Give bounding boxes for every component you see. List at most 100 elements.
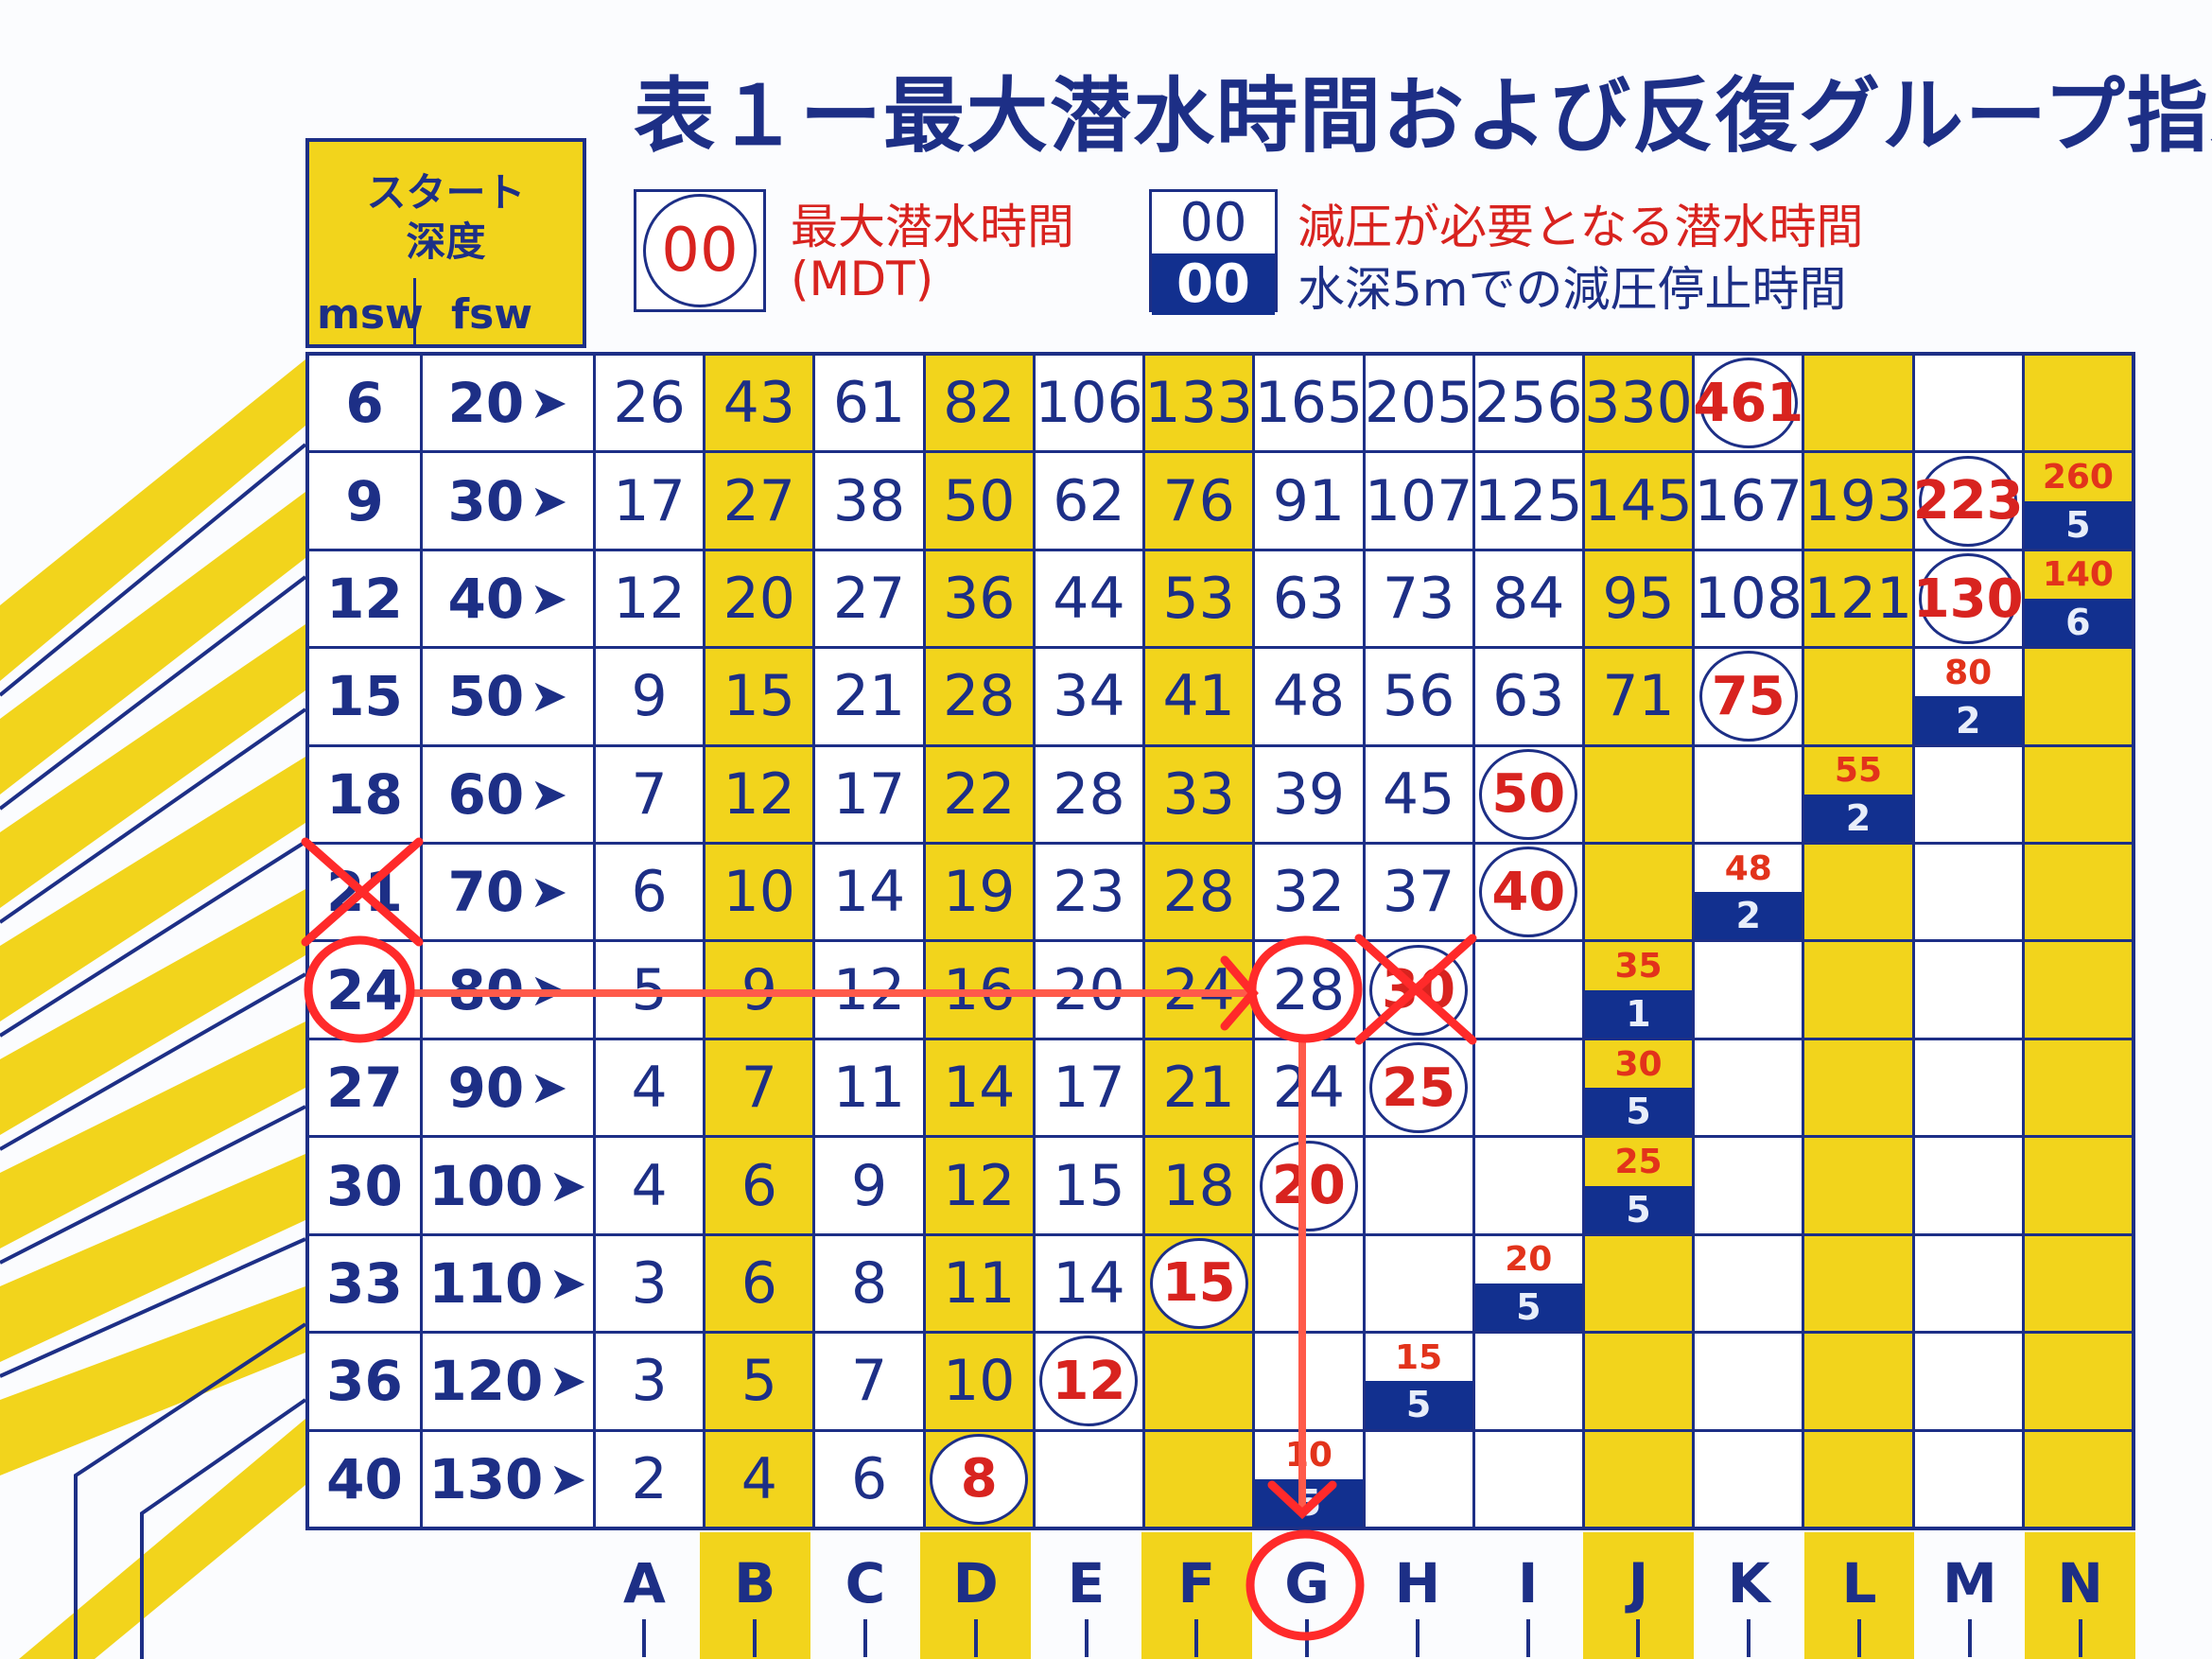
mdt-cell: 75 xyxy=(1695,649,1803,744)
header-label-start: スタート xyxy=(366,169,526,216)
dive-time-cell: 20 xyxy=(1035,942,1143,1038)
dive-time-cell: 28 xyxy=(1145,845,1253,940)
deco-time: 260 xyxy=(2042,458,2114,498)
dive-time-cell: 73 xyxy=(1365,550,1472,647)
depth-fsw-value: 40 xyxy=(447,567,525,632)
depth-msw: 21 xyxy=(309,845,420,940)
deco-stop-minutes: 5 xyxy=(1365,1381,1472,1429)
dive-time-cell: 37 xyxy=(1365,845,1472,940)
dive-time-cell: 21 xyxy=(1145,1039,1253,1136)
decorative-stripes xyxy=(0,359,307,1659)
empty-cell xyxy=(1914,1235,2022,1332)
depth-fsw: 130 ➤ xyxy=(423,1431,593,1527)
empty-cell xyxy=(2024,649,2132,744)
dive-time-cell: 19 xyxy=(925,845,1033,940)
deco-stop-minutes: 5 xyxy=(2024,500,2132,549)
dive-time-cell: 2 xyxy=(596,1431,704,1527)
depth-fsw: 100 ➤ xyxy=(423,1138,593,1233)
group-letter-j: J xyxy=(1583,1532,1694,1659)
dive-time-cell: 107 xyxy=(1365,453,1472,549)
empty-cell xyxy=(1914,356,2022,451)
empty-cell xyxy=(1804,942,1912,1038)
empty-cell xyxy=(1145,1431,1253,1527)
deco-time: 55 xyxy=(1834,751,1882,791)
mdt-value: 223 xyxy=(1915,455,2022,547)
group-tick xyxy=(1857,1619,1862,1657)
empty-cell xyxy=(1914,845,2022,940)
empty-cell xyxy=(1914,1334,2022,1429)
group-letter-n: N xyxy=(2025,1532,2135,1659)
dive-time-cell: 23 xyxy=(1035,845,1143,940)
empty-cell xyxy=(1695,746,1803,843)
dive-time-cell: 33 xyxy=(1145,746,1253,843)
group-letter-l: L xyxy=(1803,1532,1915,1659)
group-tick xyxy=(1194,1619,1199,1657)
dive-time-cell: 76 xyxy=(1145,453,1253,549)
depth-fsw-value: 130 xyxy=(428,1446,544,1511)
dive-time-cell: 17 xyxy=(815,746,923,843)
empty-cell xyxy=(1584,1334,1693,1429)
group-letter-label: E xyxy=(1067,1551,1106,1615)
depth-fsw: 80 ➤ xyxy=(423,942,593,1038)
mdt-value: 461 xyxy=(1695,358,1802,449)
empty-cell xyxy=(1365,1235,1472,1332)
dive-time-cell: 10 xyxy=(925,1334,1033,1429)
depth-fsw: 50 ➤ xyxy=(423,649,593,744)
arrow-right-icon: ➤ xyxy=(549,1452,587,1506)
dive-table-grid: 6 20 ➤ 26 43 61 82 106 133 165 205 256 330 461 9 30 ➤ 17 2… xyxy=(305,352,2135,1530)
empty-cell xyxy=(1804,845,1912,940)
arrow-right-icon: ➤ xyxy=(530,670,568,724)
depth-fsw: 40 ➤ xyxy=(423,550,593,647)
dive-time-cell: 14 xyxy=(925,1039,1033,1136)
dive-time-cell: 28 xyxy=(1255,942,1363,1038)
mdt-cell: 20 xyxy=(1255,1138,1363,1233)
depth-fsw: 20 ➤ xyxy=(423,356,593,451)
header-label-depth: 深度 xyxy=(406,218,486,265)
empty-cell xyxy=(1365,1138,1472,1233)
arrow-right-icon: ➤ xyxy=(530,865,568,919)
group-tick xyxy=(1415,1619,1420,1657)
dive-time-cell: 7 xyxy=(596,746,704,843)
empty-cell xyxy=(1035,1431,1143,1527)
arrow-right-icon: ➤ xyxy=(530,376,568,430)
deco-cell: 30 5 xyxy=(1584,1039,1693,1136)
depth-fsw-value: 20 xyxy=(447,371,525,436)
group-letter-label: B xyxy=(734,1551,776,1615)
dive-time-cell: 145 xyxy=(1584,453,1693,549)
mdt-cell: 30 xyxy=(1365,942,1472,1038)
mdt-cell: 12 xyxy=(1035,1334,1143,1429)
mdt-value: 15 xyxy=(1149,1237,1248,1329)
dive-time-cell: 256 xyxy=(1474,356,1582,451)
depth-fsw: 120 ➤ xyxy=(423,1334,593,1429)
dive-time-cell: 6 xyxy=(596,845,704,940)
deco-stop-minutes: 2 xyxy=(1914,696,2022,744)
legend-mdt-label: 最大潜水時間 xyxy=(791,200,1074,254)
dive-time-cell: 9 xyxy=(815,1138,923,1233)
deco-cell: 15 5 xyxy=(1365,1334,1472,1429)
group-letter-e: E xyxy=(1031,1532,1141,1659)
deco-block: 15 5 xyxy=(1365,1334,1472,1429)
deco-stop-minutes: 5 xyxy=(1255,1478,1363,1527)
group-letter-b: B xyxy=(699,1532,810,1659)
empty-cell xyxy=(1804,1138,1912,1233)
mdt-cell: 461 xyxy=(1695,356,1803,451)
empty-cell xyxy=(1804,356,1912,451)
depth-msw: 12 xyxy=(309,550,420,647)
empty-cell xyxy=(1474,1138,1582,1233)
dive-time-cell: 18 xyxy=(1145,1138,1253,1233)
empty-cell xyxy=(2024,1138,2132,1233)
depth-fsw: 90 ➤ xyxy=(423,1039,593,1136)
arrow-right-icon: ➤ xyxy=(530,767,568,821)
deco-time: 10 xyxy=(1284,1436,1332,1476)
dive-time-cell: 39 xyxy=(1255,746,1363,843)
deco-stop-minutes: 6 xyxy=(2024,599,2132,647)
group-tick xyxy=(2078,1619,2082,1657)
empty-cell xyxy=(1804,1039,1912,1136)
group-letter-a: A xyxy=(589,1532,700,1659)
deco-cell: 48 2 xyxy=(1695,845,1803,940)
group-letter-label: I xyxy=(1517,1551,1539,1615)
dive-time-cell: 38 xyxy=(815,453,923,549)
legend-deco-stop-sample: 00 xyxy=(1152,253,1275,315)
depth-fsw-value: 30 xyxy=(447,468,525,533)
empty-cell xyxy=(1474,1039,1582,1136)
